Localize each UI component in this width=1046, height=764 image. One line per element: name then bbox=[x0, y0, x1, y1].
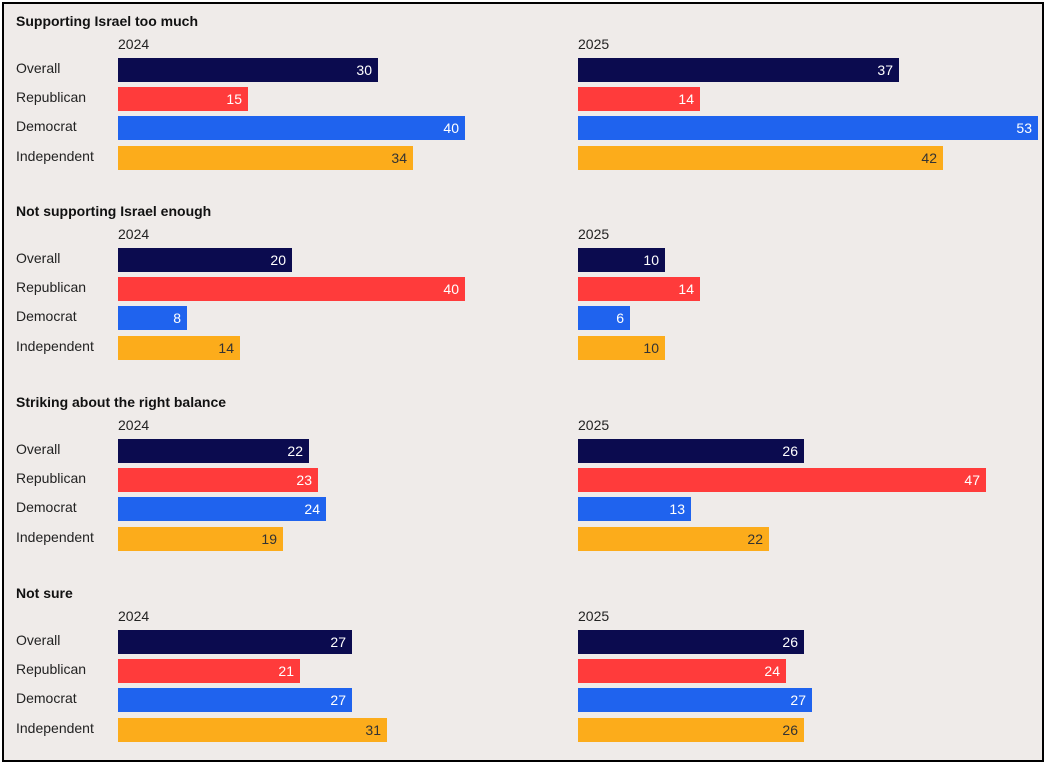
bar-not-supporting-israel-enough-2025-republican: 14 bbox=[578, 277, 700, 301]
bar-not-sure-2025-democrat: 27 bbox=[578, 688, 812, 712]
panel-title-not-sure: Not sure bbox=[16, 585, 73, 601]
bar-value-label: 22 bbox=[747, 531, 763, 547]
year-label-2025: 2025 bbox=[578, 36, 610, 52]
row-label-republican: Republican bbox=[16, 470, 87, 486]
row-label-republican: Republican bbox=[16, 89, 87, 105]
bar-striking-about-the-right-balance-2024-independent: 19 bbox=[118, 527, 283, 551]
bar-value-label: 13 bbox=[669, 501, 685, 517]
row-label-overall: Overall bbox=[16, 632, 61, 648]
bar-value-label: 21 bbox=[278, 663, 294, 679]
row-label-independent: Independent bbox=[16, 529, 94, 545]
bar-value-label: 26 bbox=[782, 634, 798, 650]
row-label-overall: Overall bbox=[16, 250, 61, 266]
bar-value-label: 26 bbox=[782, 443, 798, 459]
year-label-2024: 2024 bbox=[118, 417, 150, 433]
bar-supporting-israel-too-much-2024-republican: 15 bbox=[118, 87, 248, 111]
bar-value-label: 20 bbox=[270, 252, 286, 268]
bar-value-label: 27 bbox=[790, 692, 806, 708]
year-label-2025: 2025 bbox=[578, 608, 610, 624]
bar-value-label: 30 bbox=[356, 62, 372, 78]
bar-striking-about-the-right-balance-2024-overall: 22 bbox=[118, 439, 309, 463]
bar-supporting-israel-too-much-2024-overall: 30 bbox=[118, 58, 378, 82]
bar-supporting-israel-too-much-2025-republican: 14 bbox=[578, 87, 700, 111]
bar-not-sure-2024-independent: 31 bbox=[118, 718, 387, 742]
bar-not-supporting-israel-enough-2024-republican: 40 bbox=[118, 277, 465, 301]
bar-not-supporting-israel-enough-2025-independent: 10 bbox=[578, 336, 665, 360]
panel-title-not-supporting-israel-enough: Not supporting Israel enough bbox=[16, 203, 212, 219]
row-label-democrat: Democrat bbox=[16, 308, 77, 324]
bar-value-label: 23 bbox=[296, 472, 312, 488]
bar-striking-about-the-right-balance-2025-democrat: 13 bbox=[578, 497, 691, 521]
bar-value-label: 14 bbox=[218, 340, 234, 356]
bar-supporting-israel-too-much-2025-democrat: 53 bbox=[578, 116, 1038, 140]
bar-value-label: 10 bbox=[643, 252, 659, 268]
row-label-democrat: Democrat bbox=[16, 499, 77, 515]
bar-not-sure-2024-democrat: 27 bbox=[118, 688, 352, 712]
year-label-2024: 2024 bbox=[118, 36, 150, 52]
bar-supporting-israel-too-much-2024-democrat: 40 bbox=[118, 116, 465, 140]
year-label-2025: 2025 bbox=[578, 226, 610, 242]
bar-not-sure-2024-overall: 27 bbox=[118, 630, 352, 654]
bar-value-label: 47 bbox=[964, 472, 980, 488]
bar-supporting-israel-too-much-2025-independent: 42 bbox=[578, 146, 943, 170]
bar-not-supporting-israel-enough-2024-democrat: 8 bbox=[118, 306, 187, 330]
row-label-independent: Independent bbox=[16, 720, 94, 736]
bar-value-label: 15 bbox=[226, 91, 242, 107]
year-label-2024: 2024 bbox=[118, 608, 150, 624]
bar-value-label: 24 bbox=[764, 663, 780, 679]
row-label-republican: Republican bbox=[16, 279, 87, 295]
bar-value-label: 22 bbox=[287, 443, 303, 459]
bar-not-sure-2025-republican: 24 bbox=[578, 659, 786, 683]
bar-striking-about-the-right-balance-2025-overall: 26 bbox=[578, 439, 804, 463]
row-label-republican: Republican bbox=[16, 661, 87, 677]
bar-value-label: 31 bbox=[365, 722, 381, 738]
bar-supporting-israel-too-much-2025-overall: 37 bbox=[578, 58, 899, 82]
bar-value-label: 10 bbox=[643, 340, 659, 356]
bar-not-sure-2025-independent: 26 bbox=[578, 718, 804, 742]
bar-value-label: 40 bbox=[443, 281, 459, 297]
year-label-2025: 2025 bbox=[578, 417, 610, 433]
panel-title-striking-about-the-right-balance: Striking about the right balance bbox=[16, 394, 227, 410]
panel-title-supporting-israel-too-much: Supporting Israel too much bbox=[16, 13, 199, 29]
row-label-democrat: Democrat bbox=[16, 118, 77, 134]
bar-striking-about-the-right-balance-2024-republican: 23 bbox=[118, 468, 318, 492]
row-label-independent: Independent bbox=[16, 338, 94, 354]
bar-not-supporting-israel-enough-2024-independent: 14 bbox=[118, 336, 240, 360]
bar-striking-about-the-right-balance-2025-independent: 22 bbox=[578, 527, 769, 551]
bar-supporting-israel-too-much-2024-independent: 34 bbox=[118, 146, 413, 170]
bar-value-label: 53 bbox=[1016, 120, 1032, 136]
bar-value-label: 37 bbox=[877, 62, 893, 78]
row-label-overall: Overall bbox=[16, 441, 61, 457]
bar-not-supporting-israel-enough-2025-overall: 10 bbox=[578, 248, 665, 272]
bar-value-label: 27 bbox=[330, 634, 346, 650]
row-label-independent: Independent bbox=[16, 148, 94, 164]
bar-value-label: 14 bbox=[678, 91, 694, 107]
bar-not-supporting-israel-enough-2024-overall: 20 bbox=[118, 248, 292, 272]
bar-value-label: 8 bbox=[173, 310, 181, 326]
bar-value-label: 42 bbox=[921, 150, 937, 166]
bar-value-label: 14 bbox=[678, 281, 694, 297]
row-label-democrat: Democrat bbox=[16, 690, 77, 706]
bar-value-label: 24 bbox=[304, 501, 320, 517]
bar-value-label: 34 bbox=[391, 150, 407, 166]
bar-value-label: 19 bbox=[261, 531, 277, 547]
bar-value-label: 26 bbox=[782, 722, 798, 738]
bar-striking-about-the-right-balance-2024-democrat: 24 bbox=[118, 497, 326, 521]
bar-value-label: 6 bbox=[616, 310, 624, 326]
row-label-overall: Overall bbox=[16, 60, 61, 76]
bar-value-label: 27 bbox=[330, 692, 346, 708]
year-label-2024: 2024 bbox=[118, 226, 150, 242]
bar-striking-about-the-right-balance-2025-republican: 47 bbox=[578, 468, 986, 492]
bar-not-sure-2024-republican: 21 bbox=[118, 659, 300, 683]
bar-value-label: 40 bbox=[443, 120, 459, 136]
bar-not-sure-2025-overall: 26 bbox=[578, 630, 804, 654]
bar-not-supporting-israel-enough-2025-democrat: 6 bbox=[578, 306, 630, 330]
